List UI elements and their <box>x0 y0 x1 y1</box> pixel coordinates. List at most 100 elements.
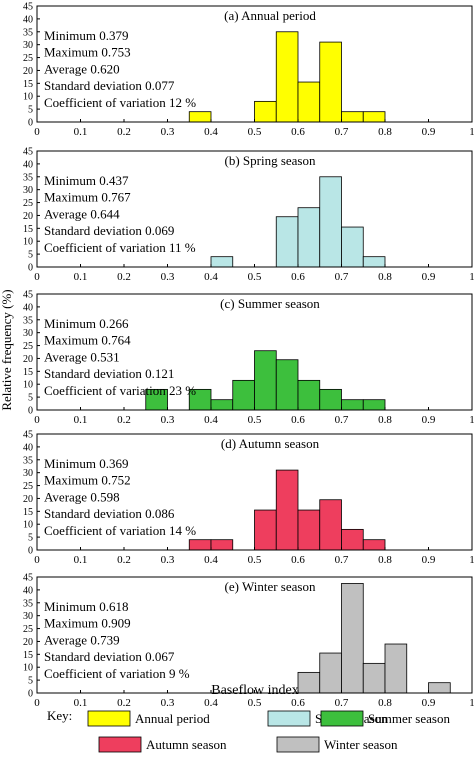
y-tick-label: 40 <box>23 585 33 596</box>
histogram-bar <box>254 509 277 551</box>
stats-annotation: Minimum 0.437 <box>44 173 129 188</box>
x-tick-label: 0.5 <box>248 697 262 709</box>
x-tick-label: 0.8 <box>378 126 392 138</box>
y-tick-label: 20 <box>23 637 33 648</box>
stats-annotation: Coefficient of variation 14 % <box>44 523 196 538</box>
stats-annotation: Standard deviation 0.121 <box>44 366 174 381</box>
y-tick-label: 10 <box>23 520 33 531</box>
x-tick-label: 0.1 <box>74 697 88 709</box>
stats-annotation: Standard deviation 0.069 <box>44 223 174 238</box>
legend-label: Summer season <box>368 711 450 726</box>
y-axis-label: Relative frequency (%) <box>0 289 14 410</box>
x-tick-label: 0.6 <box>291 414 305 426</box>
histogram-bar <box>188 111 212 123</box>
histogram-bar <box>341 399 364 411</box>
y-tick-label: 25 <box>23 481 33 492</box>
x-tick-label: 0.1 <box>74 126 88 138</box>
y-tick-label: 30 <box>23 40 33 51</box>
stats-annotation: Standard deviation 0.077 <box>44 78 175 93</box>
y-tick-label: 0 <box>28 689 33 700</box>
x-tick-label: 0 <box>34 554 40 566</box>
stats-annotation: Maximum 0.752 <box>44 473 131 488</box>
histogram-bar <box>210 256 234 268</box>
y-tick-label: 40 <box>23 14 33 25</box>
y-tick-label: 45 <box>23 430 33 441</box>
y-tick-label: 0 <box>28 263 33 274</box>
histogram-bar <box>254 100 277 123</box>
y-tick-label: 5 <box>28 393 33 404</box>
histogram-bar <box>428 682 451 694</box>
stats-annotation: Minimum 0.379 <box>44 28 129 43</box>
y-tick-label: 5 <box>28 105 33 116</box>
y-tick-label: 15 <box>23 224 33 235</box>
histogram-bar <box>275 469 299 551</box>
x-tick-label: 0.7 <box>335 414 349 426</box>
y-tick-label: 40 <box>23 159 33 170</box>
y-tick-label: 30 <box>23 611 33 622</box>
x-tick-label: 0.2 <box>117 271 131 283</box>
x-tick-label: 0.8 <box>378 697 392 709</box>
y-tick-label: 15 <box>23 79 33 90</box>
stats-annotation: Average 0.598 <box>44 489 120 504</box>
stats-annotation: Average 0.620 <box>44 61 120 76</box>
stats-annotation: Minimum 0.369 <box>44 456 129 471</box>
stats-annotation: Coefficient of variation 9 % <box>44 666 190 681</box>
x-tick-label: 0.2 <box>117 126 131 138</box>
x-tick-label: 0.2 <box>117 697 131 709</box>
y-tick-label: 35 <box>23 315 33 326</box>
histogram-bar <box>275 31 299 123</box>
histogram-bar <box>297 509 321 551</box>
x-tick-label: 0.5 <box>248 554 262 566</box>
x-tick-label: 0.4 <box>204 126 218 138</box>
legend-item: Winter season <box>276 736 398 753</box>
y-tick-label: 40 <box>23 302 33 313</box>
y-tick-label: 15 <box>23 650 33 661</box>
x-tick-label: 1 <box>469 697 474 709</box>
x-tick-label: 0.6 <box>291 126 305 138</box>
x-tick-label: 0.5 <box>248 126 262 138</box>
legend-swatch <box>87 710 131 727</box>
histogram-bar <box>362 111 386 123</box>
x-tick-label: 1 <box>469 414 474 426</box>
x-tick-label: 1 <box>469 271 474 283</box>
histogram-bar <box>319 499 342 551</box>
y-tick-label: 20 <box>23 354 33 365</box>
x-tick-label: 0 <box>34 271 40 283</box>
stats-annotation: Maximum 0.753 <box>44 45 131 60</box>
histogram-bar <box>341 111 364 123</box>
x-tick-label: 0.3 <box>161 271 175 283</box>
panel-title: (b) Spring season <box>225 153 316 168</box>
x-tick-label: 0.9 <box>422 554 436 566</box>
x-tick-label: 0.6 <box>291 697 305 709</box>
y-tick-label: 25 <box>23 198 33 209</box>
stats-annotation: Average 0.644 <box>44 206 120 221</box>
legend-item: Annual period <box>87 710 210 727</box>
legend-swatch <box>320 710 364 727</box>
y-tick-label: 10 <box>23 237 33 248</box>
histogram-bar <box>210 399 234 411</box>
x-tick-label: 0.3 <box>161 126 175 138</box>
y-tick-label: 5 <box>28 533 33 544</box>
y-tick-label: 45 <box>23 2 33 13</box>
x-tick-label: 0.3 <box>161 697 175 709</box>
y-tick-label: 10 <box>23 663 33 674</box>
x-tick-label: 0.9 <box>422 126 436 138</box>
legend-item: Summer season <box>320 710 450 727</box>
legend-label: Autumn season <box>146 737 227 752</box>
x-tick-label: 0.7 <box>335 126 349 138</box>
histogram-bar <box>362 539 386 551</box>
y-tick-label: 25 <box>23 53 33 64</box>
y-tick-label: 5 <box>28 250 33 261</box>
y-tick-label: 10 <box>23 380 33 391</box>
x-tick-label: 0.8 <box>378 271 392 283</box>
histogram-bar <box>319 652 342 694</box>
x-tick-label: 0 <box>34 126 40 138</box>
y-tick-label: 25 <box>23 624 33 635</box>
y-tick-label: 30 <box>23 468 33 479</box>
histogram-bar <box>319 176 342 268</box>
